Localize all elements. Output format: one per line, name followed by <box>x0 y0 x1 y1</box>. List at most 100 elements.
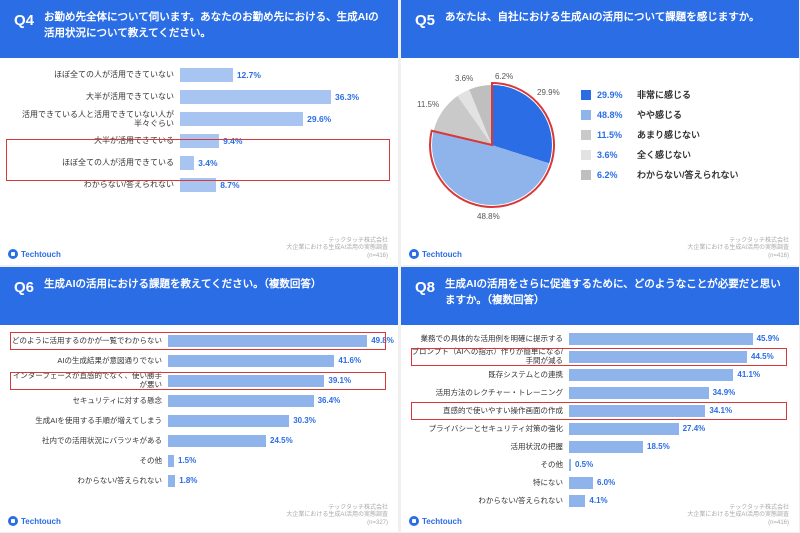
bar-row: ほぼ全ての人が活用できている3.4% <box>10 154 388 172</box>
bar-label: 既存システムとの連携 <box>411 371 569 380</box>
bar-track: 39.1% <box>168 375 388 387</box>
bar-fill <box>168 395 314 407</box>
bar-value: 1.8% <box>175 475 197 487</box>
bar-row: プロンプト（AIへの指示）作りが簡単になる/手間が減る44.5% <box>411 349 789 365</box>
bar-label: 社内での活用状況にバラツキがある <box>10 437 168 446</box>
pie-container: 29.9%48.8%11.5%3.6%6.2% <box>417 70 567 220</box>
legend-percent: 48.8% <box>597 110 631 120</box>
bar-label: わからない/答えられない <box>10 477 168 486</box>
bar-row: 業務での具体的な活用例を明確に提示する 45.9% <box>411 331 789 347</box>
brand-text: Techtouch <box>21 517 61 526</box>
bar-track: 30.3% <box>168 415 388 427</box>
brand-text: Techtouch <box>422 250 462 259</box>
bar-label: その他 <box>10 457 168 466</box>
bar-row: その他1.5% <box>10 453 388 469</box>
bar-value: 0.5% <box>571 459 593 471</box>
panel-q4: Q4 お勤め先全体について伺います。あなたのお勤め先における、生成AIの活用状況… <box>0 0 398 265</box>
bar-label: 活用状況の把握 <box>411 443 569 452</box>
bar-track: 24.5% <box>168 435 388 447</box>
pie-legend: 29.9%非常に感じる48.8%やや感じる11.5%あまり感じない3.6%全く感… <box>581 70 739 220</box>
bar-track: 27.4% <box>569 423 789 435</box>
bar-fill <box>180 90 331 104</box>
panel-q8: Q8 生成AIの活用をさらに促進するために、どのようなことが必要だと思いますか。… <box>401 267 799 532</box>
legend-row: 6.2%わからない/答えられない <box>581 168 739 181</box>
bar-fill <box>180 134 219 148</box>
brand-icon <box>8 516 18 526</box>
bar-value: 36.3% <box>331 90 359 104</box>
bar-track: 1.5% <box>168 455 388 467</box>
bar-label: わからない/答えられない <box>10 180 180 189</box>
q8-header: Q8 生成AIの活用をさらに促進するために、どのようなことが必要だと思いますか。… <box>401 267 799 325</box>
legend-row: 11.5% あまり感じない <box>581 128 739 141</box>
q6-text: 生成AIの活用における課題を教えてください。（複数回答） <box>44 277 321 293</box>
bar-fill <box>569 423 679 435</box>
bar-label: 大半が活用できている <box>10 136 180 145</box>
q4-num: Q4 <box>14 10 34 29</box>
bar-value: 9.4% <box>219 134 242 148</box>
q5-num: Q5 <box>415 10 435 29</box>
bar-track: 41.1% <box>569 369 789 381</box>
bar-value: 49.8% <box>367 335 394 347</box>
bar-value: 24.5% <box>266 435 293 447</box>
bar-fill <box>569 477 593 489</box>
q6-bars: どのように活用するのかが一覧でわからない49.8% AIの生成結果が意図通りでない… <box>10 333 388 489</box>
bar-track: 41.6% <box>168 355 388 367</box>
bar-value: 34.1% <box>705 405 732 417</box>
legend-percent: 11.5% <box>597 130 631 140</box>
bar-track: 34.9% <box>569 387 789 399</box>
bar-fill <box>569 405 705 417</box>
bar-label: 大半が活用できていない <box>10 92 180 101</box>
bar-label: 業務での具体的な活用例を明確に提示する <box>411 335 569 344</box>
pie-slice-label: 11.5% <box>417 100 439 109</box>
bar-row: 大半が活用できている 9.4% <box>10 132 388 150</box>
legend-label: あまり感じない <box>637 128 700 141</box>
bar-fill <box>569 333 753 345</box>
bar-label: その他 <box>411 461 569 470</box>
bar-value: 30.3% <box>289 415 316 427</box>
legend-percent: 29.9% <box>597 90 631 100</box>
bar-fill <box>168 355 334 367</box>
q8-num: Q8 <box>415 277 435 296</box>
panel-q5: Q5 あなたは、自社における生成AIの活用について課題を感じますか。 29.9%… <box>401 0 799 265</box>
bar-fill <box>168 335 367 347</box>
q8-text: 生成AIの活用をさらに促進するために、どのようなことが必要だと思いますか。（複数… <box>445 277 785 309</box>
bar-label: セキュリティに対する懸念 <box>10 397 168 406</box>
bar-value: 41.1% <box>733 369 760 381</box>
bar-row: 生成AIを使用する手順が増えてしまう 30.3% <box>10 413 388 429</box>
bar-track: 45.9% <box>569 333 789 345</box>
bar-fill <box>168 375 324 387</box>
bar-row: どのように活用するのかが一覧でわからない49.8% <box>10 333 388 349</box>
bar-row: 特にない6.0% <box>411 475 789 491</box>
bar-value: 27.4% <box>679 423 706 435</box>
bar-fill <box>569 387 709 399</box>
bar-fill <box>569 495 585 507</box>
bar-label: プロンプト（AIへの指示）作りが簡単になる/手間が減る <box>411 348 569 365</box>
bar-fill <box>168 415 289 427</box>
brand-icon <box>409 516 419 526</box>
panel-q6: Q6 生成AIの活用における課題を教えてください。（複数回答） どのように活用す… <box>0 267 398 532</box>
bar-track: 36.4% <box>168 395 388 407</box>
bar-label: AIの生成結果が意図通りでない <box>10 357 168 366</box>
bar-label: 活用できている人と活用できていない人が半々ぐらい <box>10 110 180 128</box>
legend-swatch <box>581 90 591 100</box>
bar-track: 29.6% <box>180 112 388 126</box>
q4-header: Q4 お勤め先全体について伺います。あなたのお勤め先における、生成AIの活用状況… <box>0 0 398 58</box>
q4-body: ほぼ全ての人が活用できていない12.7% 大半が活用できていない 36.3% 活用でき… <box>0 58 398 200</box>
bar-track: 34.1% <box>569 405 789 417</box>
legend-row: 48.8%やや感じる <box>581 108 739 121</box>
bar-value: 3.4% <box>194 156 217 170</box>
bar-value: 45.9% <box>753 333 780 345</box>
legend-row: 3.6%全く感じない <box>581 148 739 161</box>
brand-text: Techtouch <box>422 517 462 526</box>
bar-label: 生成AIを使用する手順が増えてしまう <box>10 417 168 426</box>
bar-label: わからない/答えられない <box>411 497 569 506</box>
bar-label: インターフェースが直感的でなく、使い勝手が悪い <box>10 372 168 389</box>
bar-fill <box>180 112 303 126</box>
bar-label: 活用方法のレクチャー・トレーニング <box>411 389 569 398</box>
bar-row: ほぼ全ての人が活用できていない12.7% <box>10 66 388 84</box>
bar-row: 社内での活用状況にバラツキがある 24.5% <box>10 433 388 449</box>
bar-label: 特にない <box>411 479 569 488</box>
bar-row: 大半が活用できていない 36.3% <box>10 88 388 106</box>
bar-row: わからない/答えられない 1.8% <box>10 473 388 489</box>
pie-slice-label: 3.6% <box>455 74 473 83</box>
